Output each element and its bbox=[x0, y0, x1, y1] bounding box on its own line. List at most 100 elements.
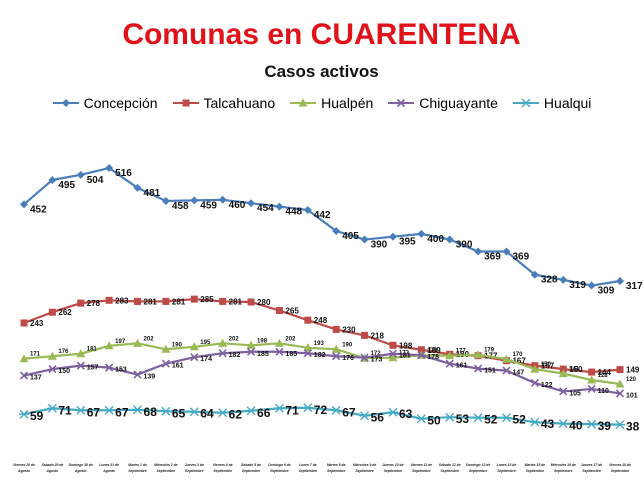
legend-label: Concepción bbox=[83, 95, 158, 111]
data-label: 195 bbox=[200, 340, 211, 346]
legend-swatch bbox=[512, 98, 539, 108]
legend: Concepción Talcahuano Hualpén Chiguayante Hu… bbox=[0, 93, 643, 113]
talcahuano-point bbox=[105, 296, 113, 304]
data-label: 202 bbox=[229, 336, 240, 342]
data-label: 317 bbox=[626, 281, 643, 292]
hualqui-point bbox=[416, 414, 427, 424]
concepcion-point bbox=[247, 199, 256, 208]
concepcion-point bbox=[190, 196, 199, 205]
x-tick-label: Jueves 17 de Septiembre bbox=[581, 463, 602, 473]
data-label: 181 bbox=[87, 347, 98, 353]
legend-marker bbox=[397, 98, 406, 108]
data-label: 193 bbox=[314, 341, 325, 347]
data-label: 173 bbox=[371, 357, 383, 364]
talcahuano-point bbox=[77, 299, 85, 307]
hualqui-point bbox=[444, 412, 455, 422]
legend-marker bbox=[298, 98, 308, 107]
hualqui-point bbox=[75, 405, 86, 415]
legend-label: Talcahuano bbox=[203, 95, 276, 111]
chart-title: Comunas en CUARENTENA bbox=[122, 18, 521, 51]
concepcion-point bbox=[388, 232, 397, 241]
concepcion-point bbox=[530, 270, 539, 279]
x-tick-label: Lunes 7 de Septiembre bbox=[299, 463, 318, 473]
x-tick-label: Viernes 18 de Septiembre bbox=[609, 463, 631, 473]
data-label: 458 bbox=[172, 201, 189, 212]
data-label: 197 bbox=[115, 339, 126, 345]
legend-marker bbox=[520, 98, 531, 108]
data-label: 153 bbox=[115, 367, 127, 374]
data-label: 53 bbox=[456, 412, 470, 426]
hualqui-point bbox=[274, 403, 285, 413]
hualqui-point bbox=[132, 405, 143, 415]
hualpen-point bbox=[47, 351, 57, 360]
data-label: 149 bbox=[626, 366, 640, 375]
chiguayante-point bbox=[275, 347, 284, 356]
x-tick-label: Jueves 10 de Septiembre bbox=[382, 463, 403, 473]
data-label: 67 bbox=[87, 405, 101, 419]
data-label: 50 bbox=[427, 414, 441, 428]
talcahuano-point bbox=[361, 331, 369, 339]
chiguayante-point bbox=[530, 378, 539, 388]
chiguayante-point bbox=[360, 353, 369, 362]
hualqui-point bbox=[473, 413, 484, 423]
data-label: 72 bbox=[314, 403, 328, 417]
hualqui-point bbox=[359, 411, 370, 421]
hualpen-point bbox=[246, 340, 256, 349]
talcahuano-point bbox=[275, 307, 283, 315]
data-label: 460 bbox=[229, 200, 246, 211]
hualpen-point bbox=[303, 343, 313, 352]
data-label: 281 bbox=[172, 297, 186, 306]
chiguayante-point bbox=[474, 364, 483, 373]
data-label: 181 bbox=[399, 353, 411, 360]
legend-label: Hualpén bbox=[321, 95, 374, 111]
talcahuano-point bbox=[304, 316, 312, 324]
data-label: 178 bbox=[427, 348, 438, 354]
data-label: 390 bbox=[456, 240, 473, 251]
data-label: 448 bbox=[285, 207, 302, 218]
hualpen-point bbox=[445, 351, 455, 360]
data-label: 390 bbox=[371, 240, 388, 251]
talcahuano-point bbox=[247, 298, 255, 306]
legend-marker bbox=[61, 99, 70, 107]
hualpen-point bbox=[19, 354, 29, 363]
hualpen-point bbox=[161, 344, 171, 353]
data-label: 281 bbox=[229, 297, 243, 306]
data-label: 454 bbox=[257, 203, 274, 214]
hualqui-point bbox=[558, 419, 569, 429]
concepcion-point bbox=[587, 281, 596, 290]
hualqui-point bbox=[217, 408, 228, 418]
data-label: 182 bbox=[314, 352, 326, 359]
data-label: 248 bbox=[314, 316, 328, 325]
legend-swatch bbox=[290, 98, 317, 107]
hualqui-point bbox=[529, 417, 540, 427]
data-label: 56 bbox=[371, 411, 385, 425]
chiguayante-point bbox=[417, 351, 426, 360]
data-label: 64 bbox=[200, 407, 214, 421]
hualqui-point bbox=[302, 403, 313, 413]
data-label: 52 bbox=[512, 413, 526, 427]
hualqui-point bbox=[331, 405, 342, 415]
data-label: 452 bbox=[30, 204, 47, 215]
hualpen-point bbox=[587, 375, 597, 384]
data-label: 67 bbox=[115, 405, 129, 419]
hualpen-point bbox=[501, 354, 511, 363]
legend-label: Chiguayante bbox=[419, 95, 498, 111]
x-tick-label: Viernes 4 de Septiembre bbox=[213, 463, 233, 473]
hualpen-point bbox=[76, 349, 86, 358]
data-label: 105 bbox=[569, 390, 581, 397]
data-label: 59 bbox=[30, 409, 44, 423]
data-label: 147 bbox=[512, 370, 524, 377]
hualpen-point bbox=[388, 353, 398, 362]
chiguayante-point bbox=[218, 349, 227, 358]
concepcion-point bbox=[445, 235, 454, 244]
data-label: 110 bbox=[598, 388, 609, 395]
talcahuano-point bbox=[389, 341, 397, 349]
data-label: 405 bbox=[342, 231, 359, 242]
x-tick-label: Viernes 28 de Agosto bbox=[13, 463, 35, 473]
hualqui-line bbox=[23, 406, 621, 426]
data-label: 319 bbox=[569, 280, 586, 291]
talcahuano-point bbox=[48, 308, 56, 316]
data-label: 481 bbox=[144, 188, 161, 199]
data-label: 369 bbox=[512, 251, 529, 262]
hualqui-point bbox=[586, 419, 597, 429]
